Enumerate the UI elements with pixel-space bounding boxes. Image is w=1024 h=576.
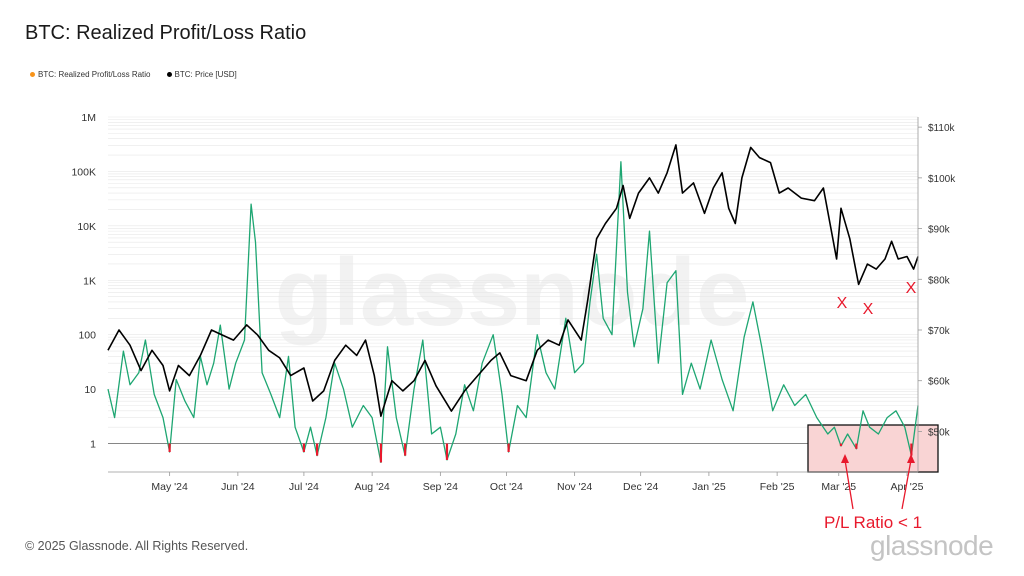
legend-swatch-ratio xyxy=(30,72,35,77)
x-tick-label: May '24 xyxy=(151,481,188,493)
x-tick-label: Jul '24 xyxy=(289,481,319,493)
y-left-tick-label: 10K xyxy=(77,221,96,233)
price-line xyxy=(107,144,919,417)
y-left-tick-label: 1M xyxy=(81,112,96,124)
y-right-tick-label: $90k xyxy=(928,225,951,236)
y-right-tick-label: $100k xyxy=(928,174,956,185)
x-tick-label: Oct '24 xyxy=(490,481,523,493)
grid-lines xyxy=(108,116,918,444)
y-left-tick-label: 10 xyxy=(84,384,96,396)
y-right-tick-label: $50k xyxy=(928,427,951,438)
legend-item-ratio[interactable]: BTC: Realized Profit/Loss Ratio xyxy=(30,70,151,79)
x-tick-label: Feb '25 xyxy=(760,481,795,493)
y-right-tick-label: $80k xyxy=(928,275,951,286)
y-left-tick-label: 100 xyxy=(78,330,96,342)
legend-swatch-price xyxy=(166,72,172,77)
x-tick-label: Jan '25 xyxy=(692,481,726,493)
price-series xyxy=(107,144,919,417)
arrow-right-head xyxy=(907,454,915,463)
x-tick-label: Apr '25 xyxy=(891,481,924,493)
y-right-tick-label: $70k xyxy=(928,326,951,337)
y-left-tick-label: 1 xyxy=(90,439,96,451)
y-left-tick-label: 100K xyxy=(71,166,96,178)
x-tick-label: Mar '25 xyxy=(821,481,856,493)
highlight-box xyxy=(807,424,939,473)
ratio-line xyxy=(107,161,919,464)
x-tick-label: Jun '24 xyxy=(221,481,255,493)
x-tick-label: Dec '24 xyxy=(623,481,658,493)
x-tick-label: Sep '24 xyxy=(423,481,458,493)
legend-item-price[interactable]: BTC: Price [USD] xyxy=(166,70,237,79)
x-tick-label: Nov '24 xyxy=(557,481,592,493)
legend: BTC: Realized Profit/Loss Ratio BTC: Pri… xyxy=(30,70,237,79)
y-right-tick-label: $110k xyxy=(928,123,956,134)
ratio-series xyxy=(107,161,919,464)
arrow-left-head xyxy=(841,454,849,463)
legend-label-price: BTC: Price [USD] xyxy=(174,70,237,79)
y-right-tick-label: $60k xyxy=(928,377,951,388)
copyright: © 2025 Glassnode. All Rights Reserved. xyxy=(25,539,249,553)
legend-label-ratio: BTC: Realized Profit/Loss Ratio xyxy=(38,70,151,79)
y-left-tick-label: 1K xyxy=(83,275,96,287)
x-tick-label: Aug '24 xyxy=(354,481,389,493)
brand-logo: glassnode xyxy=(870,530,994,561)
x-mark: X xyxy=(906,280,917,297)
axes: 1 10 100 1K 10K 100K 1M $50k $60k $70k $80k $90k $10… xyxy=(71,112,956,493)
x-mark: X xyxy=(863,301,874,318)
arrow-left xyxy=(844,459,854,510)
chart-title: BTC: Realized Profit/Loss Ratio xyxy=(25,22,307,44)
x-mark: X xyxy=(837,295,848,312)
arrow-right xyxy=(901,459,912,510)
annotations: X XXP/L Ratio < 1 xyxy=(824,280,922,532)
pl-ratio-label: P/L Ratio < 1 xyxy=(824,513,922,532)
